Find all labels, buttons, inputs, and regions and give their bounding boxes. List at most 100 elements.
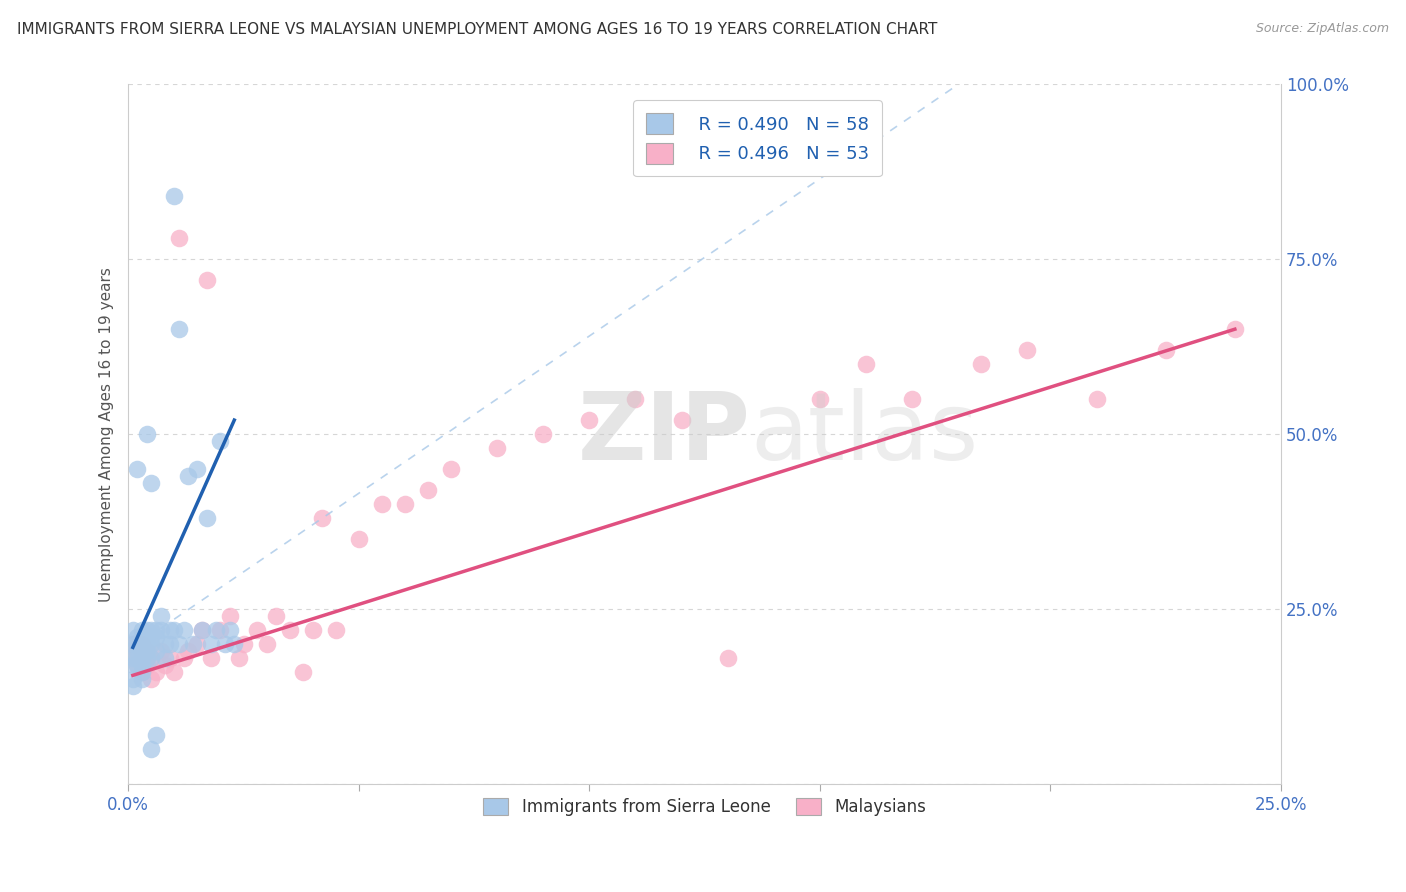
Point bbox=[163, 623, 186, 637]
Point bbox=[205, 623, 228, 637]
Point bbox=[131, 637, 153, 651]
Point bbox=[127, 644, 149, 658]
Point bbox=[970, 357, 993, 371]
Point bbox=[159, 651, 181, 665]
Point bbox=[131, 672, 153, 686]
Point bbox=[195, 273, 218, 287]
Point bbox=[127, 637, 149, 651]
Point bbox=[127, 644, 149, 658]
Point bbox=[416, 483, 439, 497]
Point bbox=[141, 637, 163, 651]
Point bbox=[121, 657, 143, 672]
Point bbox=[181, 637, 204, 651]
Point bbox=[149, 644, 172, 658]
Point bbox=[224, 637, 246, 651]
Point bbox=[131, 637, 153, 651]
Point bbox=[671, 413, 693, 427]
Point bbox=[855, 357, 877, 371]
Point bbox=[177, 644, 200, 658]
Point bbox=[228, 651, 250, 665]
Point bbox=[177, 469, 200, 483]
Point bbox=[149, 608, 172, 623]
Point bbox=[131, 630, 153, 644]
Y-axis label: Unemployment Among Ages 16 to 19 years: Unemployment Among Ages 16 to 19 years bbox=[100, 267, 114, 601]
Text: IMMIGRANTS FROM SIERRA LEONE VS MALAYSIAN UNEMPLOYMENT AMONG AGES 16 TO 19 YEARS: IMMIGRANTS FROM SIERRA LEONE VS MALAYSIA… bbox=[17, 22, 938, 37]
Point bbox=[135, 427, 157, 442]
Point bbox=[163, 189, 186, 203]
Point bbox=[135, 644, 157, 658]
Point bbox=[717, 651, 740, 665]
Point bbox=[121, 651, 143, 665]
Point bbox=[167, 231, 190, 245]
Point bbox=[127, 657, 149, 672]
Point bbox=[808, 392, 831, 406]
Point bbox=[325, 623, 347, 637]
Point bbox=[135, 637, 157, 651]
Point bbox=[394, 497, 416, 511]
Point bbox=[145, 623, 167, 637]
Point bbox=[131, 644, 153, 658]
Point bbox=[301, 623, 323, 637]
Point bbox=[131, 657, 153, 672]
Point bbox=[1085, 392, 1108, 406]
Point bbox=[347, 532, 370, 546]
Point bbox=[159, 623, 181, 637]
Text: ZIP: ZIP bbox=[578, 388, 751, 480]
Point bbox=[578, 413, 600, 427]
Point bbox=[195, 511, 218, 525]
Point bbox=[159, 637, 181, 651]
Point bbox=[440, 462, 463, 476]
Point bbox=[200, 651, 222, 665]
Point bbox=[531, 427, 554, 442]
Text: Source: ZipAtlas.com: Source: ZipAtlas.com bbox=[1256, 22, 1389, 36]
Point bbox=[153, 651, 176, 665]
Point bbox=[141, 741, 163, 756]
Point bbox=[153, 657, 176, 672]
Point bbox=[121, 679, 143, 693]
Point bbox=[141, 651, 163, 665]
Legend: Immigrants from Sierra Leone, Malaysians: Immigrants from Sierra Leone, Malaysians bbox=[475, 789, 934, 824]
Point bbox=[218, 623, 240, 637]
Point bbox=[135, 630, 157, 644]
Point bbox=[141, 651, 163, 665]
Point bbox=[127, 651, 149, 665]
Point bbox=[486, 441, 509, 455]
Point bbox=[1017, 343, 1039, 358]
Point bbox=[292, 665, 315, 679]
Point bbox=[135, 651, 157, 665]
Point bbox=[121, 623, 143, 637]
Point bbox=[232, 637, 254, 651]
Point bbox=[131, 665, 153, 679]
Point bbox=[167, 322, 190, 336]
Point bbox=[135, 644, 157, 658]
Point bbox=[141, 623, 163, 637]
Point bbox=[278, 623, 301, 637]
Point bbox=[186, 462, 208, 476]
Point bbox=[1154, 343, 1177, 358]
Point bbox=[127, 657, 149, 672]
Point bbox=[246, 623, 269, 637]
Point bbox=[135, 657, 157, 672]
Point bbox=[121, 637, 143, 651]
Point bbox=[127, 630, 149, 644]
Point bbox=[624, 392, 647, 406]
Point bbox=[141, 476, 163, 491]
Point bbox=[901, 392, 924, 406]
Point bbox=[141, 630, 163, 644]
Point bbox=[163, 665, 186, 679]
Point bbox=[141, 672, 163, 686]
Point bbox=[200, 637, 222, 651]
Point bbox=[214, 637, 236, 651]
Point bbox=[191, 623, 214, 637]
Point bbox=[121, 651, 143, 665]
Point bbox=[256, 637, 278, 651]
Point bbox=[127, 462, 149, 476]
Point bbox=[121, 672, 143, 686]
Point bbox=[131, 651, 153, 665]
Point bbox=[191, 623, 214, 637]
Point bbox=[145, 630, 167, 644]
Point bbox=[149, 623, 172, 637]
Point bbox=[186, 637, 208, 651]
Point bbox=[1223, 322, 1246, 336]
Point bbox=[218, 608, 240, 623]
